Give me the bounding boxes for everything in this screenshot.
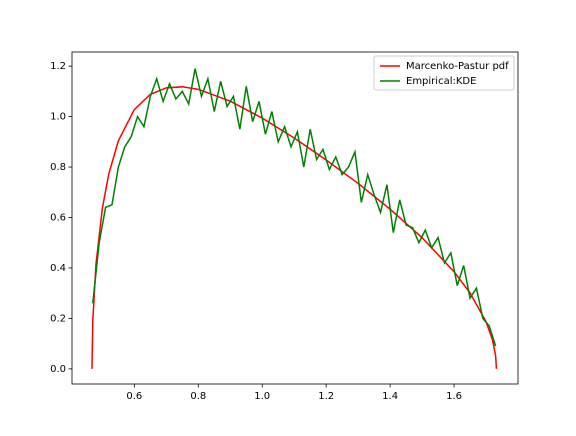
legend-box — [373, 55, 515, 91]
legend-label: Marcenko-Pastur pdf — [406, 61, 509, 72]
x-tick-label: 1.4 — [382, 391, 398, 402]
series-line — [91, 86, 498, 369]
x-tick-label: 1.6 — [446, 391, 462, 402]
x-tick-label: 1.2 — [318, 391, 334, 402]
y-tick-label: 0.2 — [50, 313, 66, 324]
y-tick-label: 1.2 — [50, 61, 66, 72]
x-tick-label: 0.8 — [190, 391, 206, 402]
legend-label: Empirical:KDE — [406, 76, 476, 87]
axes-frame — [71, 51, 519, 385]
x-tick-label: 0.6 — [126, 391, 142, 402]
y-tick-label: 1.0 — [50, 112, 66, 123]
x-tick-label: 1.0 — [254, 391, 270, 402]
series-line — [92, 68, 497, 347]
y-tick-label: 0.6 — [50, 212, 66, 223]
y-tick-label: 0.0 — [50, 364, 66, 375]
y-tick-label: 0.4 — [50, 263, 66, 274]
y-tick-label: 0.8 — [50, 162, 66, 173]
